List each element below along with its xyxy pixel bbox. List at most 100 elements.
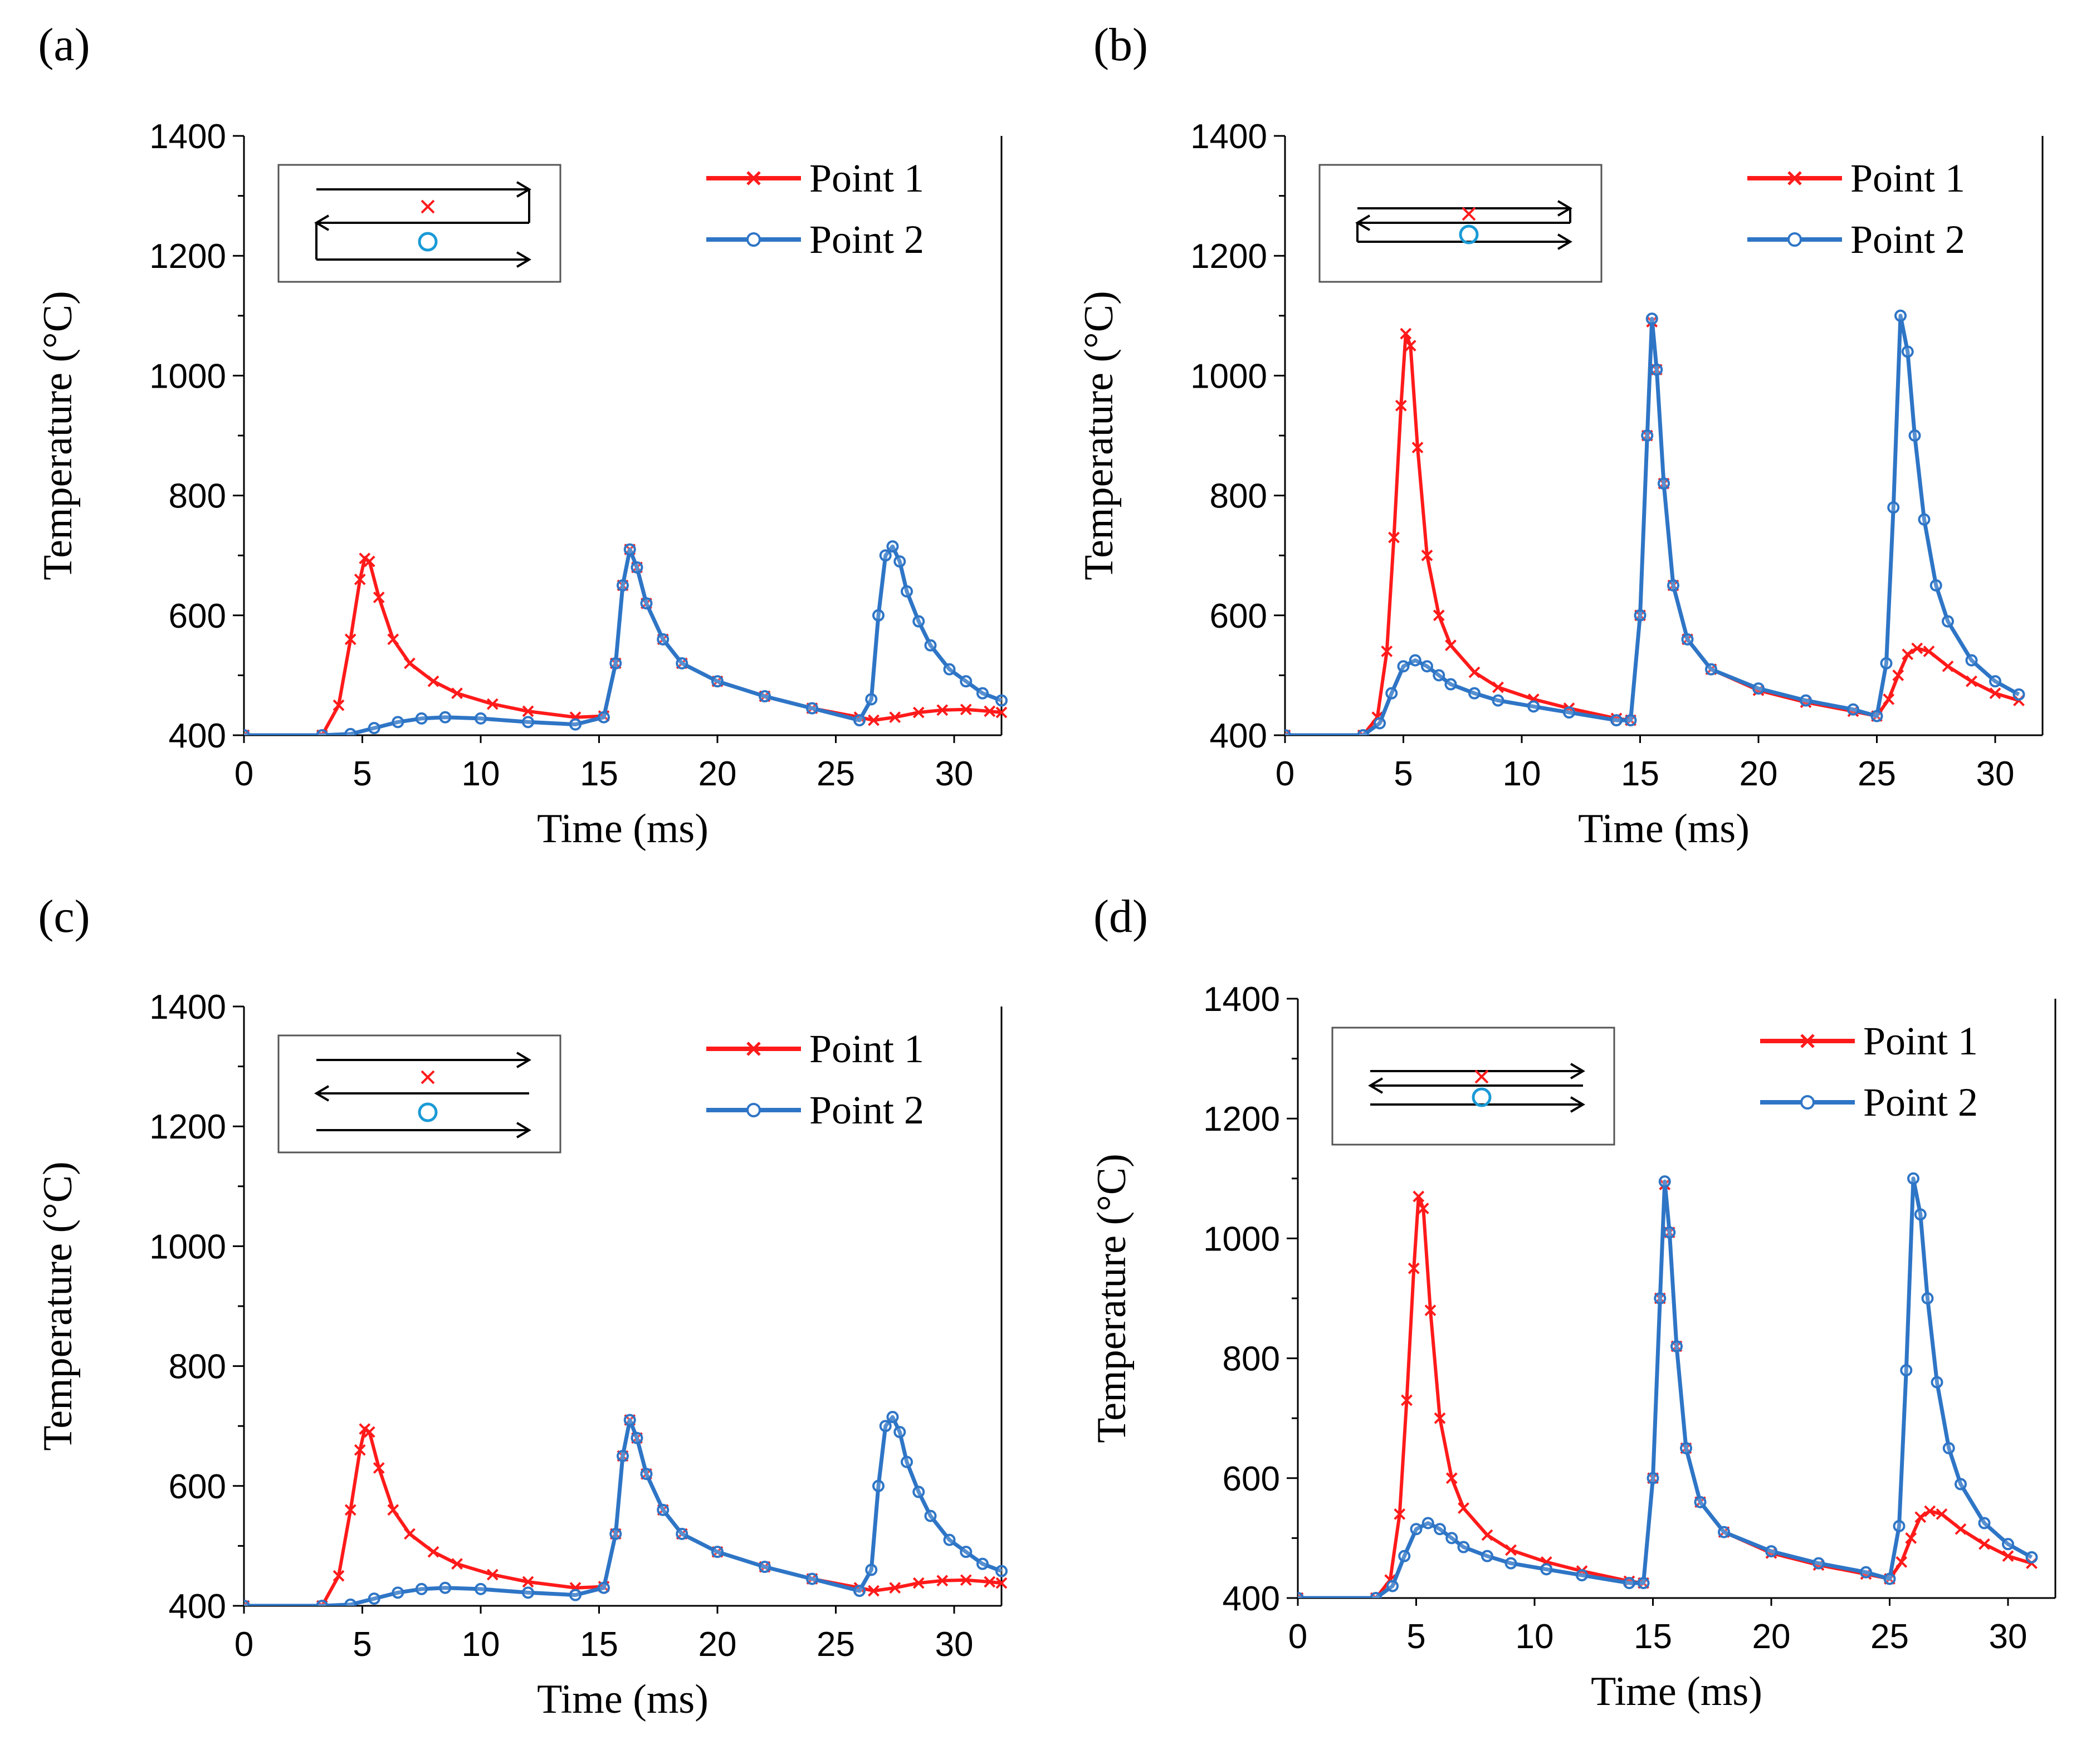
point1-marker xyxy=(912,706,925,719)
y-tick-label: 1200 xyxy=(1190,237,1267,276)
scan-track-1-arrow-head xyxy=(1570,1063,1585,1079)
point2-marker xyxy=(1409,654,1421,667)
point2-marker xyxy=(1670,1340,1683,1353)
point1-location-icon xyxy=(1474,1069,1489,1084)
point1-marker xyxy=(1400,328,1412,340)
point2-marker xyxy=(865,693,878,706)
point2-marker xyxy=(1445,1532,1458,1545)
point2-marker xyxy=(2012,688,2025,701)
point1-marker xyxy=(889,711,901,724)
point1-marker xyxy=(373,592,385,603)
point1-marker xyxy=(354,1444,366,1456)
point2-marker xyxy=(711,1546,724,1558)
point1-marker xyxy=(1492,681,1504,693)
point2-marker xyxy=(617,1450,629,1462)
point2-marker xyxy=(569,718,582,731)
panel-label: (a) xyxy=(38,19,90,71)
y-tick-label: 600 xyxy=(1210,597,1267,636)
point2-marker xyxy=(759,1561,771,1574)
point2-marker xyxy=(569,1589,582,1601)
point2-marker xyxy=(912,1486,925,1498)
x-tick-label: 25 xyxy=(817,1625,855,1664)
point2-marker xyxy=(631,561,643,574)
point2-marker xyxy=(1398,1550,1411,1562)
point2-marker xyxy=(1894,309,1907,322)
chart-panel: (b) 400 600 800 1000 1200 1400 0 5 10 15 20 25 30 Time… xyxy=(1076,19,2044,852)
y-axis-title: Temperature (°C) xyxy=(35,291,81,580)
legend-point1-marker xyxy=(1787,171,1802,185)
y-tick-label: 1000 xyxy=(149,357,226,395)
point2-marker xyxy=(344,1598,357,1606)
point2-marker xyxy=(1444,678,1457,691)
x-tick-label: 0 xyxy=(234,755,253,793)
y-tick-label: 1000 xyxy=(1203,1220,1280,1258)
point2-marker xyxy=(1752,682,1765,695)
point2-marker xyxy=(893,1425,906,1438)
x-axis-title: Time (ms) xyxy=(1578,806,1750,852)
point2-marker xyxy=(1654,1292,1667,1304)
point2-marker xyxy=(886,1411,899,1424)
point1-marker xyxy=(1381,645,1393,657)
point2-marker xyxy=(1624,714,1637,727)
point2-series xyxy=(1298,1172,2038,1598)
legend-point1-marker xyxy=(746,1042,761,1056)
chart-panel: (d) 400 600 800 1000 1200 1400 0 5 10 15 20 25 30 Time… xyxy=(1089,891,2056,1714)
y-axis-title: Temperature (°C) xyxy=(1089,1154,1135,1443)
point2-line xyxy=(1285,314,2020,735)
point2-marker xyxy=(1680,1442,1692,1454)
scan-track-3-arrow-head xyxy=(516,251,531,268)
point2-marker xyxy=(640,1468,653,1480)
point2-marker xyxy=(392,1586,404,1599)
point2-marker xyxy=(598,711,610,724)
point1-marker xyxy=(889,1582,901,1594)
point2-marker xyxy=(392,716,404,729)
y-tick-label: 400 xyxy=(169,1587,226,1626)
point1-marker xyxy=(1445,639,1457,652)
point2-marker xyxy=(1989,675,2001,688)
point2-line xyxy=(1298,1176,2033,1598)
point1-marker xyxy=(995,1577,1008,1589)
point2-marker xyxy=(872,1479,885,1492)
point2-marker xyxy=(1481,1550,1493,1562)
point2-marker xyxy=(609,1527,622,1540)
point2-marker xyxy=(244,1600,250,1606)
point1-marker xyxy=(404,657,416,670)
point2-marker xyxy=(1434,1523,1446,1536)
point2-marker xyxy=(1914,1208,1927,1221)
point2-marker xyxy=(1900,1364,1913,1377)
point1-marker xyxy=(344,1504,356,1516)
point1-marker xyxy=(1924,1505,1936,1517)
point2-marker xyxy=(1370,1592,1382,1598)
point2-series xyxy=(1285,309,2025,735)
point2-marker xyxy=(640,597,653,610)
chart-panel: (c) 400 600 800 1000 1200 1400 0 5 10 15 20 25 30 Time… xyxy=(35,891,1008,1722)
point1-series xyxy=(1298,1179,2038,1598)
point2-marker xyxy=(1540,1563,1553,1576)
x-tick-label: 5 xyxy=(353,755,372,793)
x-tick-label: 10 xyxy=(1503,755,1541,793)
point2-marker xyxy=(1386,1580,1399,1592)
point2-marker xyxy=(1812,1557,1825,1570)
x-tick-label: 30 xyxy=(935,1625,974,1664)
point1-marker xyxy=(451,1558,463,1570)
scan-track-3-arrow-head xyxy=(1570,1096,1585,1113)
y-axis-title: Temperature (°C) xyxy=(1076,291,1122,580)
x-tick-label: 10 xyxy=(462,1625,500,1664)
point2-marker xyxy=(1860,1566,1872,1579)
point2-marker xyxy=(960,675,973,688)
point2-marker xyxy=(1955,1478,1967,1491)
point1-marker xyxy=(1433,609,1445,622)
point1-marker xyxy=(354,573,366,585)
y-tick-label: 800 xyxy=(1210,477,1267,516)
point1-marker xyxy=(1395,399,1407,412)
point1-marker xyxy=(912,1577,925,1589)
scan-track-3-arrow-head xyxy=(516,1122,531,1138)
point2-marker xyxy=(631,1431,643,1444)
point2-marker xyxy=(657,633,670,646)
point2-marker xyxy=(1634,609,1647,622)
point1-marker xyxy=(1408,1262,1420,1274)
scan-track-3-arrow-head xyxy=(1557,233,1572,250)
point1-marker xyxy=(1936,1508,1948,1520)
point2-marker xyxy=(1385,687,1398,700)
point2-marker xyxy=(901,1455,913,1468)
